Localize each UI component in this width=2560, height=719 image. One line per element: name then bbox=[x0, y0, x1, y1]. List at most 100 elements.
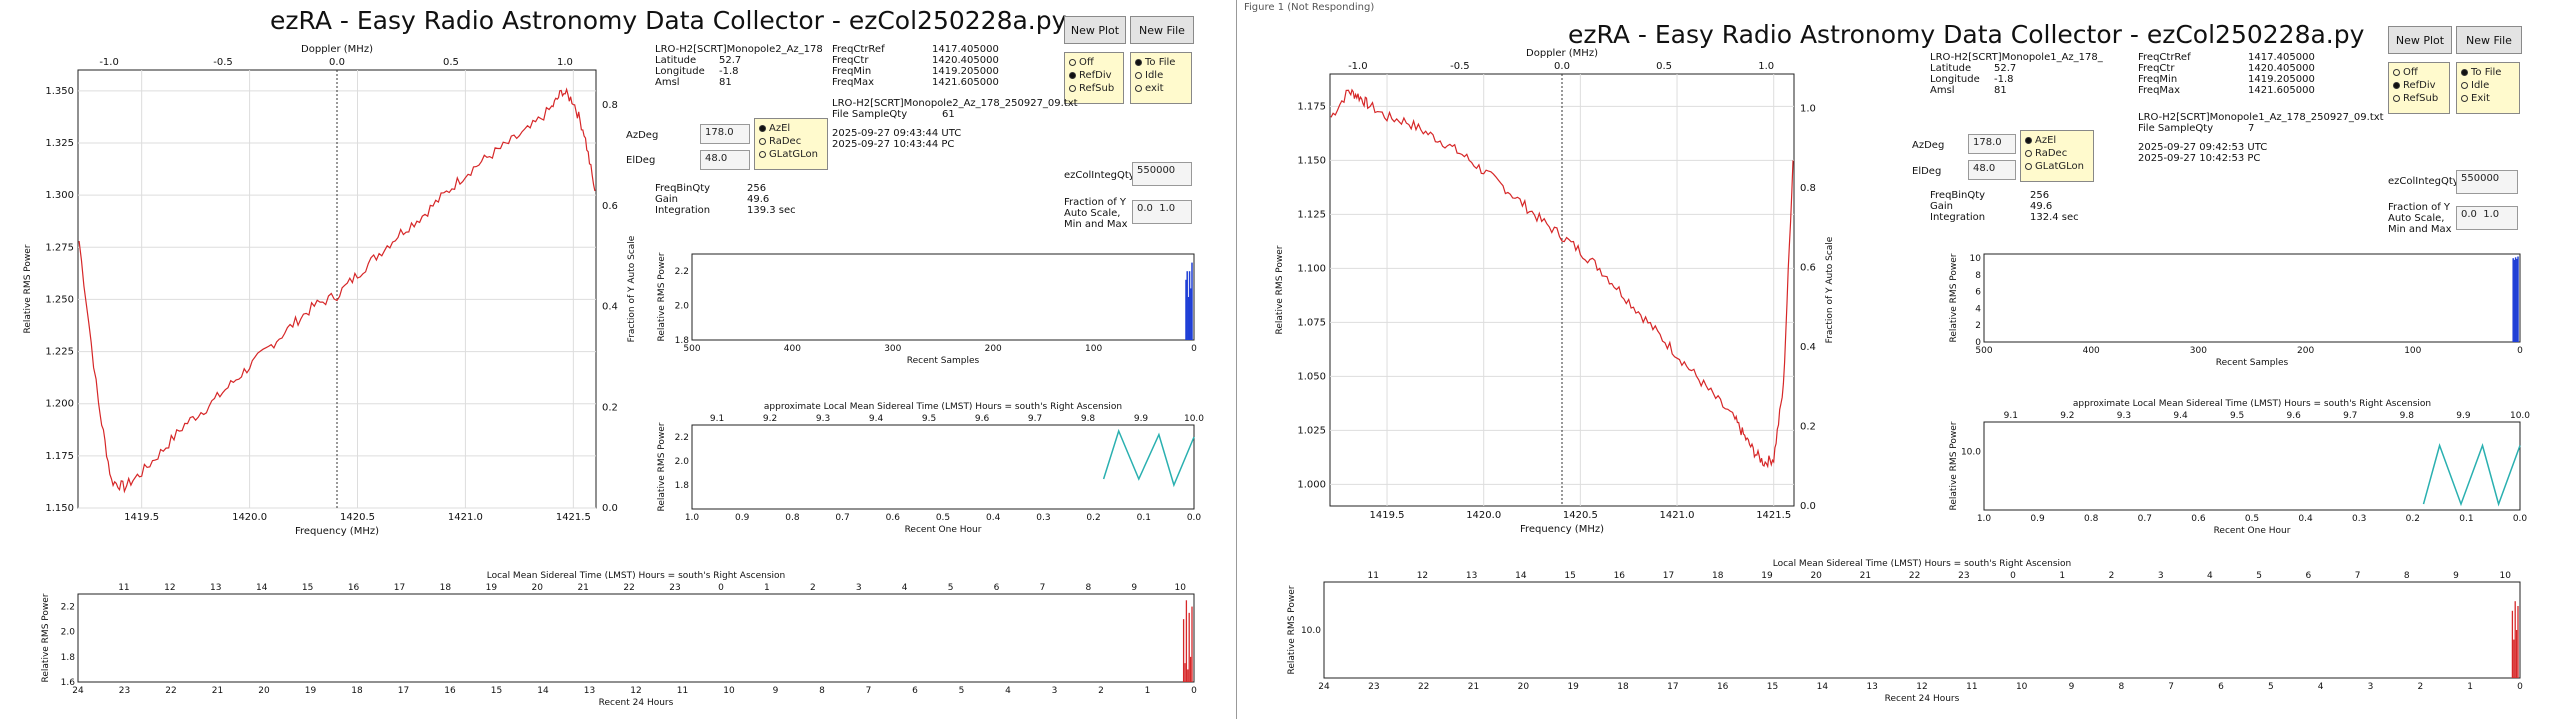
az-input[interactable]: 178.0 bbox=[1968, 134, 2016, 154]
right-tick-label: 0.0 bbox=[1800, 501, 1816, 512]
fraction-input[interactable]: 0.0 1.0 bbox=[1132, 200, 1192, 224]
x-tick-label: 20 bbox=[258, 686, 270, 696]
right-tick-label: 0.6 bbox=[1800, 263, 1816, 274]
radio-radec[interactable]: RaDec bbox=[759, 135, 823, 148]
radio-to-file[interactable]: To File bbox=[2461, 66, 2515, 79]
el-input[interactable]: 48.0 bbox=[700, 150, 750, 170]
top-tick-label: 9.8 bbox=[1081, 414, 1096, 424]
az-input[interactable]: 178.0 bbox=[700, 124, 750, 144]
new-file-button[interactable]: New File bbox=[2456, 26, 2522, 54]
top-tick-label: 23 bbox=[1958, 571, 1969, 581]
collint-input[interactable]: 550000 bbox=[1132, 162, 1192, 186]
radio-dot bbox=[1135, 72, 1142, 79]
top-tick-label: 15 bbox=[1564, 571, 1575, 581]
radio-refsub[interactable]: RefSub bbox=[2393, 92, 2445, 105]
radio-azel[interactable]: AzEl bbox=[2025, 134, 2089, 147]
radio-refsub[interactable]: RefSub bbox=[1069, 82, 1119, 95]
radio-label: AzEl bbox=[769, 123, 791, 134]
radio-azel[interactable]: AzEl bbox=[759, 122, 823, 135]
axis-label: Relative RMS Power bbox=[657, 422, 667, 511]
x-tick-label: 1421.0 bbox=[448, 512, 483, 523]
x-tick-label: 13 bbox=[1866, 682, 1877, 692]
bins-value: 256 bbox=[747, 183, 767, 194]
x-tick-label: 0.1 bbox=[2459, 514, 2473, 524]
file-name: LRO-H2[SCRT]Monopole1_Az_178_250927_09.t… bbox=[2138, 112, 2384, 123]
radio-dot bbox=[759, 138, 766, 145]
new-file-button[interactable]: New File bbox=[1130, 16, 1194, 44]
radio-exit[interactable]: exit bbox=[1135, 82, 1187, 95]
top-tick-label: 22 bbox=[623, 583, 634, 593]
radio-radec[interactable]: RaDec bbox=[2025, 147, 2089, 160]
top-tick-label: 3 bbox=[856, 583, 862, 593]
file-sample-label: File SampleQty bbox=[2138, 123, 2214, 134]
az-label: AzDeg bbox=[1912, 140, 1945, 151]
x-tick-label: 400 bbox=[784, 344, 801, 354]
x-tick-label: 1420.5 bbox=[1563, 510, 1598, 521]
top-tick-label: 8 bbox=[1086, 583, 1092, 593]
x-tick-label: 1.0 bbox=[1977, 514, 1992, 524]
x-axis-label: Frequency (MHz) bbox=[1520, 524, 1604, 535]
fraction-input[interactable]: 0.0 1.0 bbox=[2456, 206, 2518, 230]
radio-refdiv[interactable]: RefDiv bbox=[2393, 79, 2445, 92]
gain-value: 49.6 bbox=[747, 194, 770, 205]
chart-title: Local Mean Sidereal Time (LMST) Hours = … bbox=[1773, 559, 2072, 569]
top-tick-label: 2 bbox=[810, 583, 816, 593]
pc-time: 2025-09-27 10:43:44 PC bbox=[832, 139, 955, 150]
new-plot-button[interactable]: New Plot bbox=[1064, 16, 1126, 44]
x-tick-label: 12 bbox=[1916, 682, 1927, 692]
top-tick-label: 12 bbox=[164, 583, 175, 593]
top-tick-label: 9.4 bbox=[869, 414, 884, 424]
radio-off[interactable]: Off bbox=[2393, 66, 2445, 79]
y-tick-label: 1.325 bbox=[45, 138, 74, 149]
plot-frame bbox=[1323, 581, 2521, 679]
integ-value: 132.4 sec bbox=[2030, 212, 2079, 223]
collint-input[interactable]: 550000 bbox=[2456, 170, 2518, 194]
x-tick-label: 23 bbox=[1368, 682, 1379, 692]
y-tick-label: 8 bbox=[1975, 271, 1981, 281]
radio-idle[interactable]: Idle bbox=[1135, 69, 1187, 82]
spectrum-chart: 1419.5 1420.0 1420.5 1421.0 1421.51.1501.175… bbox=[23, 44, 1204, 708]
top-tick-label: 6 bbox=[994, 583, 1000, 593]
radio-dot bbox=[2393, 95, 2400, 102]
freq-label: FreqMax bbox=[832, 77, 875, 88]
top-tick-label: 17 bbox=[394, 583, 405, 593]
app-window-1: ezRA - Easy Radio Astronomy Data Collect… bbox=[0, 0, 1237, 719]
x-tick-label: 6 bbox=[912, 686, 918, 696]
el-input[interactable]: 48.0 bbox=[1968, 160, 2016, 180]
radio-glatglon[interactable]: GLatGLon bbox=[759, 148, 823, 161]
radio-label: RefSub bbox=[1079, 83, 1115, 94]
radio-glatglon[interactable]: GLatGLon bbox=[2025, 160, 2089, 173]
freq-value: 1417.405000 bbox=[932, 44, 999, 55]
radio-label: RaDec bbox=[769, 136, 802, 147]
y-tick-label: 1.125 bbox=[1297, 209, 1326, 220]
x-tick-label: 1421.5 bbox=[556, 512, 591, 523]
radio-off[interactable]: Off bbox=[1069, 56, 1119, 69]
top-tick-label: 2 bbox=[2109, 571, 2115, 581]
x-tick-label: 0 bbox=[2517, 682, 2523, 692]
freq-label: FreqCtrRef bbox=[832, 44, 885, 55]
radio-refdiv[interactable]: RefDiv bbox=[1069, 69, 1119, 82]
right-tick-label: 0.2 bbox=[602, 402, 618, 413]
new-plot-button[interactable]: New Plot bbox=[2388, 26, 2452, 54]
radio-dot bbox=[2461, 69, 2468, 76]
radio-to-file[interactable]: To File bbox=[1135, 56, 1187, 69]
top-tick-label: 1 bbox=[2059, 571, 2065, 581]
radio-label: GLatGLon bbox=[2035, 161, 2084, 172]
x-tick-label: 19 bbox=[305, 686, 317, 696]
y-tick-label: 1.8 bbox=[675, 481, 690, 491]
x-tick-label: 13 bbox=[584, 686, 595, 696]
axis-label: Relative RMS Power bbox=[1287, 585, 1297, 674]
top-tick-label: 9.9 bbox=[1134, 414, 1149, 424]
x-tick-label: 5 bbox=[959, 686, 965, 696]
top-tick-label: 9.2 bbox=[2060, 411, 2074, 421]
top-tick-label: 0.5 bbox=[1656, 61, 1672, 72]
x-tick-label: 0.6 bbox=[886, 513, 901, 523]
radio-exit[interactable]: Exit bbox=[2461, 92, 2515, 105]
y-tick-label: 1.250 bbox=[45, 294, 74, 305]
el-label: ElDeg bbox=[626, 155, 656, 166]
top-tick-label: 9.3 bbox=[2117, 411, 2131, 421]
radio-idle[interactable]: Idle bbox=[2461, 79, 2515, 92]
radio-dot bbox=[2393, 69, 2400, 76]
y-tick-label: 1.050 bbox=[1297, 371, 1326, 382]
top-tick-label: 1 bbox=[764, 583, 770, 593]
